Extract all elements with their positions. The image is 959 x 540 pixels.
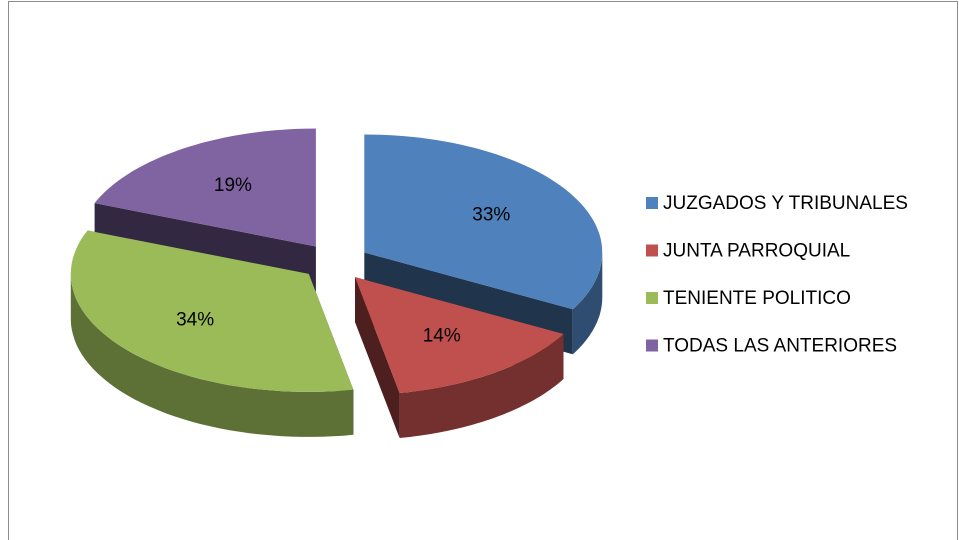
- pie-slice: [355, 277, 564, 393]
- pie-slice: [364, 134, 603, 310]
- pie-tops: [70, 128, 603, 393]
- legend-swatch: [646, 339, 658, 352]
- slice-side: [572, 252, 603, 355]
- data-label: 34%: [176, 310, 214, 331]
- legend-label: TODAS LAS ANTERIORES: [663, 336, 897, 357]
- data-label: 14%: [423, 325, 461, 346]
- legend-swatch: [646, 197, 658, 209]
- slice-wall: [355, 277, 400, 438]
- pie-slice: [94, 128, 316, 247]
- legend-label: TENIENTE POLITICO: [663, 288, 851, 309]
- slice-side: [399, 334, 564, 438]
- legend-swatch: [646, 244, 658, 257]
- pie-slice: [70, 230, 354, 392]
- legend-label: JUNTA PARROQUIAL: [663, 241, 850, 262]
- data-label: 19%: [214, 175, 252, 196]
- legend-label: JUZGADOS Y TRIBUNALES: [663, 193, 908, 214]
- slice-side: [70, 273, 354, 437]
- data-label: 33%: [472, 204, 510, 225]
- legend-swatch: [646, 292, 658, 304]
